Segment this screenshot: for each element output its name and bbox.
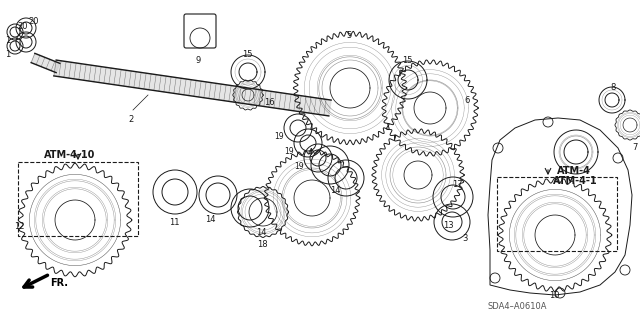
Text: 15: 15 — [402, 56, 413, 65]
Text: ATM-4-1: ATM-4-1 — [553, 176, 598, 186]
Text: 19: 19 — [274, 132, 284, 141]
Text: 1: 1 — [5, 50, 10, 59]
Polygon shape — [54, 60, 331, 116]
Text: 15: 15 — [242, 50, 253, 59]
Text: 8: 8 — [610, 83, 616, 92]
Text: 20: 20 — [28, 17, 38, 26]
Text: FR.: FR. — [50, 278, 68, 288]
Text: 18: 18 — [257, 240, 268, 249]
Text: 12: 12 — [14, 222, 24, 231]
Text: ATM-4: ATM-4 — [557, 166, 591, 176]
Text: 5: 5 — [346, 31, 351, 40]
Bar — [18, 162, 138, 236]
Text: 14: 14 — [256, 228, 266, 237]
Text: 7: 7 — [632, 143, 637, 152]
Text: 14: 14 — [330, 186, 340, 195]
Text: 1: 1 — [5, 36, 10, 45]
Polygon shape — [31, 53, 60, 73]
Text: 20: 20 — [17, 22, 28, 31]
Text: 19: 19 — [284, 147, 294, 156]
Text: 3: 3 — [462, 234, 467, 243]
Text: 14: 14 — [205, 215, 216, 224]
Text: 4: 4 — [308, 148, 313, 157]
Text: 16: 16 — [264, 98, 275, 107]
Text: 2: 2 — [128, 115, 133, 124]
Text: ATM-4-10: ATM-4-10 — [44, 150, 95, 160]
Text: 9: 9 — [196, 56, 201, 65]
Text: 10: 10 — [549, 291, 559, 300]
Bar — [497, 177, 617, 251]
Text: 6: 6 — [464, 96, 469, 105]
Text: 17: 17 — [452, 180, 463, 189]
Text: 11: 11 — [169, 218, 179, 227]
Text: 13: 13 — [443, 221, 454, 230]
Text: 19: 19 — [294, 162, 303, 171]
Text: SDA4–A0610A: SDA4–A0610A — [488, 302, 547, 311]
